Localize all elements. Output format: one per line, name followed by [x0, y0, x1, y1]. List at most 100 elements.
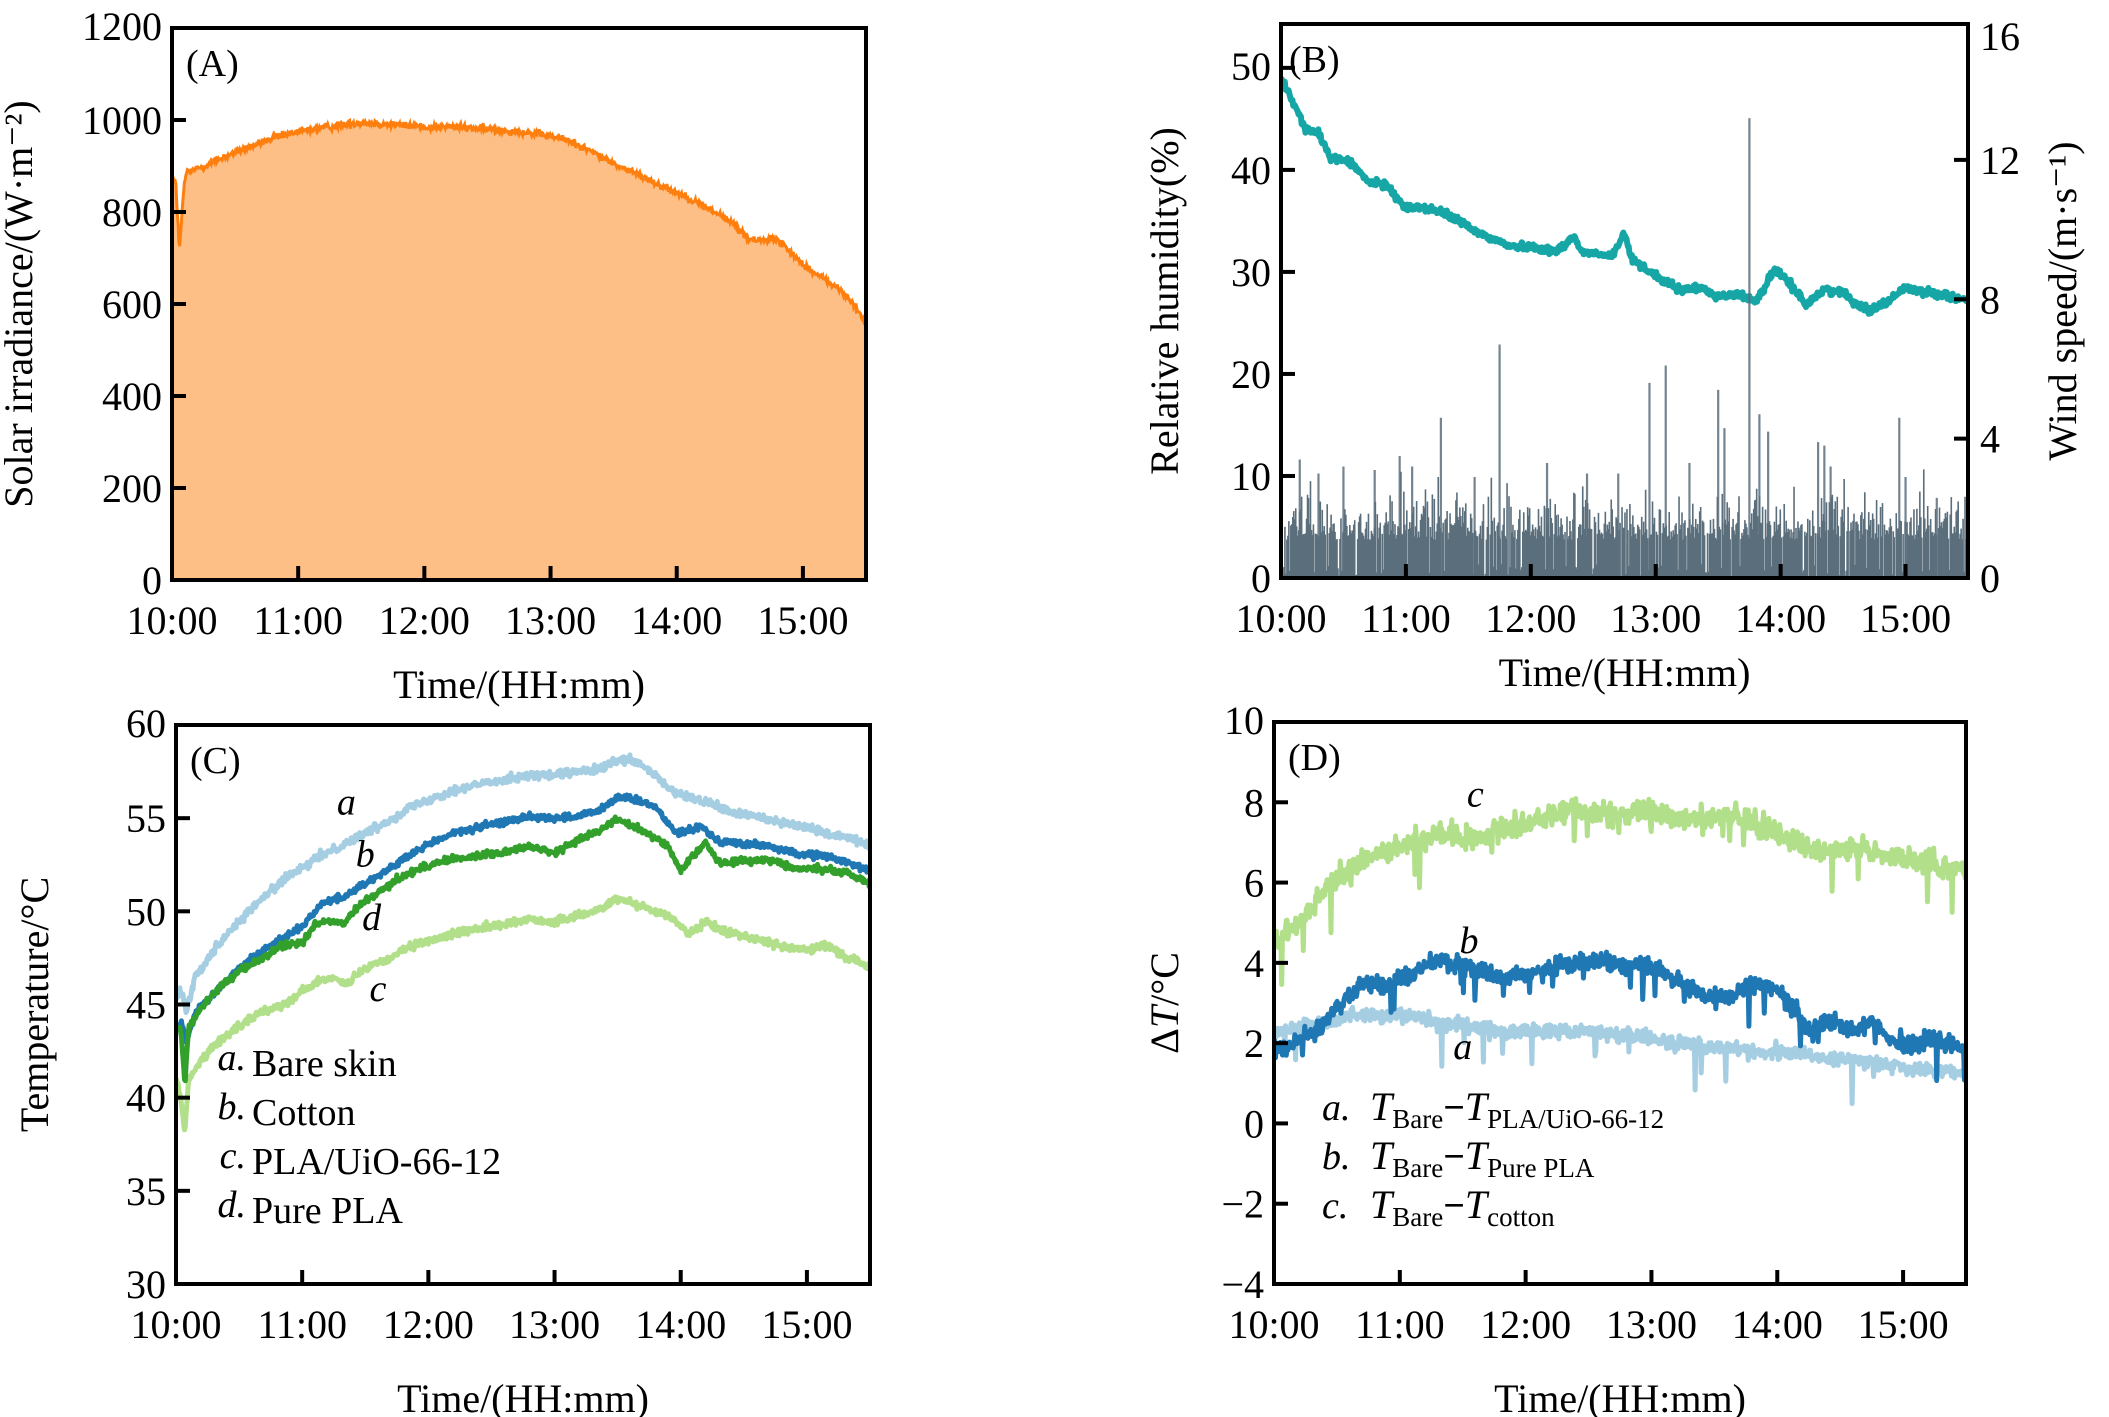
legend-sub-bare: Bare: [1392, 1202, 1443, 1232]
y-tick-label: 50: [126, 889, 166, 934]
x-tick-label: 14:00: [635, 1302, 726, 1347]
series-d-pure-pla: [176, 814, 870, 1084]
legend-T: T: [1370, 1182, 1395, 1227]
x-tick-label: 13:00: [1606, 1302, 1697, 1347]
x-tick-label: 10:00: [1228, 1302, 1319, 1347]
panel-label: (D): [1288, 737, 1341, 779]
legend-T: T: [1465, 1182, 1490, 1227]
y-tick-label: 50: [1231, 44, 1271, 89]
x-tick-label: 10:00: [130, 1302, 221, 1347]
x-tick-label: 11:00: [1355, 1302, 1445, 1347]
series-relative-humidity: [1281, 76, 1968, 317]
curve-label: d: [362, 897, 382, 939]
y-tick-label: 40: [1231, 148, 1271, 193]
curve-label: a: [1453, 1026, 1472, 1068]
x-tick-label: 13:00: [505, 598, 596, 643]
y-title-unit: /°C: [1142, 952, 1187, 1006]
x-tick-label: 12:00: [1485, 596, 1576, 641]
y-tick-label: −4: [1221, 1262, 1264, 1307]
plot-area: [1281, 76, 1968, 578]
y-tick-label: 4: [1244, 941, 1264, 986]
curve-label: b: [356, 834, 375, 876]
legend-item: a. TBare−TPLA/UiO-66-12: [1322, 1084, 1664, 1134]
y-tick-label: 40: [126, 1076, 166, 1121]
x-tick-label: 15:00: [761, 1302, 852, 1347]
legend-key: d.: [218, 1184, 247, 1226]
legend-formula: TBare−TPLA/UiO-66-12: [1370, 1084, 1664, 1134]
curve-label: a: [337, 781, 356, 823]
curve-label: b: [1460, 920, 1479, 962]
series-wind-speed: [1281, 118, 1968, 578]
series-solar-irradiance-fill: [172, 120, 866, 580]
legend-T: T: [1370, 1084, 1395, 1129]
y-tick-label: 600: [102, 282, 162, 327]
x-tick-label: 13:00: [1610, 596, 1701, 641]
y-tick-label: 6: [1244, 861, 1264, 906]
plot-frame: [1272, 720, 1968, 1286]
y-tick-label: 0: [1251, 556, 1271, 601]
x-tick-label: 13:00: [509, 1302, 600, 1347]
x-tick-label: 12:00: [383, 1302, 474, 1347]
y-right-tick-label: 12: [1980, 138, 2020, 183]
legend-key: c.: [1322, 1185, 1348, 1227]
panel-label: (A): [186, 43, 239, 85]
legend-formula: TBare−Tcotton: [1370, 1182, 1555, 1232]
legend-T: T: [1465, 1084, 1490, 1129]
y-axis-title: Temperature/°C: [12, 877, 57, 1132]
legend-sub-bare: Bare: [1392, 1153, 1443, 1183]
legend-item: a. Bare skin: [218, 1037, 397, 1085]
y-tick-label: 10: [1231, 454, 1271, 499]
x-tick-label: 15:00: [757, 598, 848, 643]
curve-label: c: [369, 968, 386, 1010]
series-b-t-bare-t-pure-pla: [1274, 949, 1966, 1084]
y-tick-label: 30: [126, 1262, 166, 1307]
x-tick-label: 15:00: [1860, 596, 1951, 641]
legend-label: Pure PLA: [252, 1190, 404, 1232]
y-right-tick-label: 16: [1980, 14, 2020, 59]
y-tick-label: 800: [102, 190, 162, 235]
x-tick-label: 10:00: [126, 598, 217, 643]
legend-key: a.: [218, 1037, 247, 1079]
x-axis-title: Time/(HH:mm): [393, 662, 645, 707]
x-tick-label: 14:00: [1735, 596, 1826, 641]
y-title-T: T: [1142, 1003, 1187, 1028]
panel-b: 10:00 11:00 12:00 13:00 14:00 15:000102030405…: [1142, 14, 2085, 695]
y-tick-label: 20: [1231, 352, 1271, 397]
y-tick-label: 400: [102, 374, 162, 419]
y-title-delta: Δ: [1142, 1028, 1187, 1054]
y-tick-label: 30: [1231, 250, 1271, 295]
legend-sub-material: cotton: [1487, 1202, 1555, 1232]
x-tick-label: 10:00: [1235, 596, 1326, 641]
x-tick-label: 14:00: [1732, 1302, 1823, 1347]
panel-label: (B): [1289, 39, 1340, 81]
plot-area: [172, 117, 866, 580]
y-right-axis-title: Wind speed/(m·s⁻¹): [2040, 141, 2085, 460]
legend-label: Cotton: [252, 1092, 355, 1134]
series-a-bare-skin: [176, 752, 870, 1016]
y-tick-label: 45: [126, 983, 166, 1028]
panel-label: (C): [190, 740, 241, 782]
y-tick-label: 0: [142, 558, 162, 603]
series-c-t-bare-t-cotton: [1274, 796, 1966, 987]
legend-key: c.: [220, 1135, 246, 1177]
series-b-cotton: [176, 792, 870, 1045]
legend-T: T: [1465, 1133, 1490, 1178]
y-tick-label: 55: [126, 796, 166, 841]
legend-key: b.: [218, 1086, 247, 1128]
legend-item: c. TBare−Tcotton: [1322, 1182, 1555, 1232]
y-right-tick-label: 4: [1980, 417, 2000, 462]
y-right-tick-label: 0: [1980, 556, 2000, 601]
series-c-pla-uio-66-12: [176, 894, 870, 1133]
legend-item: b. TBare−TPure PLA: [1322, 1133, 1595, 1183]
y-tick-label: 10: [1224, 698, 1264, 743]
x-tick-label: 11:00: [253, 598, 343, 643]
y-right-tick-label: 8: [1980, 277, 2000, 322]
curve-label: c: [1467, 773, 1484, 815]
x-tick-label: 11:00: [1361, 596, 1451, 641]
y-tick-label: 35: [126, 1169, 166, 1214]
y-tick-label: 1000: [82, 98, 162, 143]
y-tick-label: 60: [126, 701, 166, 746]
x-axis-title: Time/(HH:mm): [1499, 650, 1751, 695]
